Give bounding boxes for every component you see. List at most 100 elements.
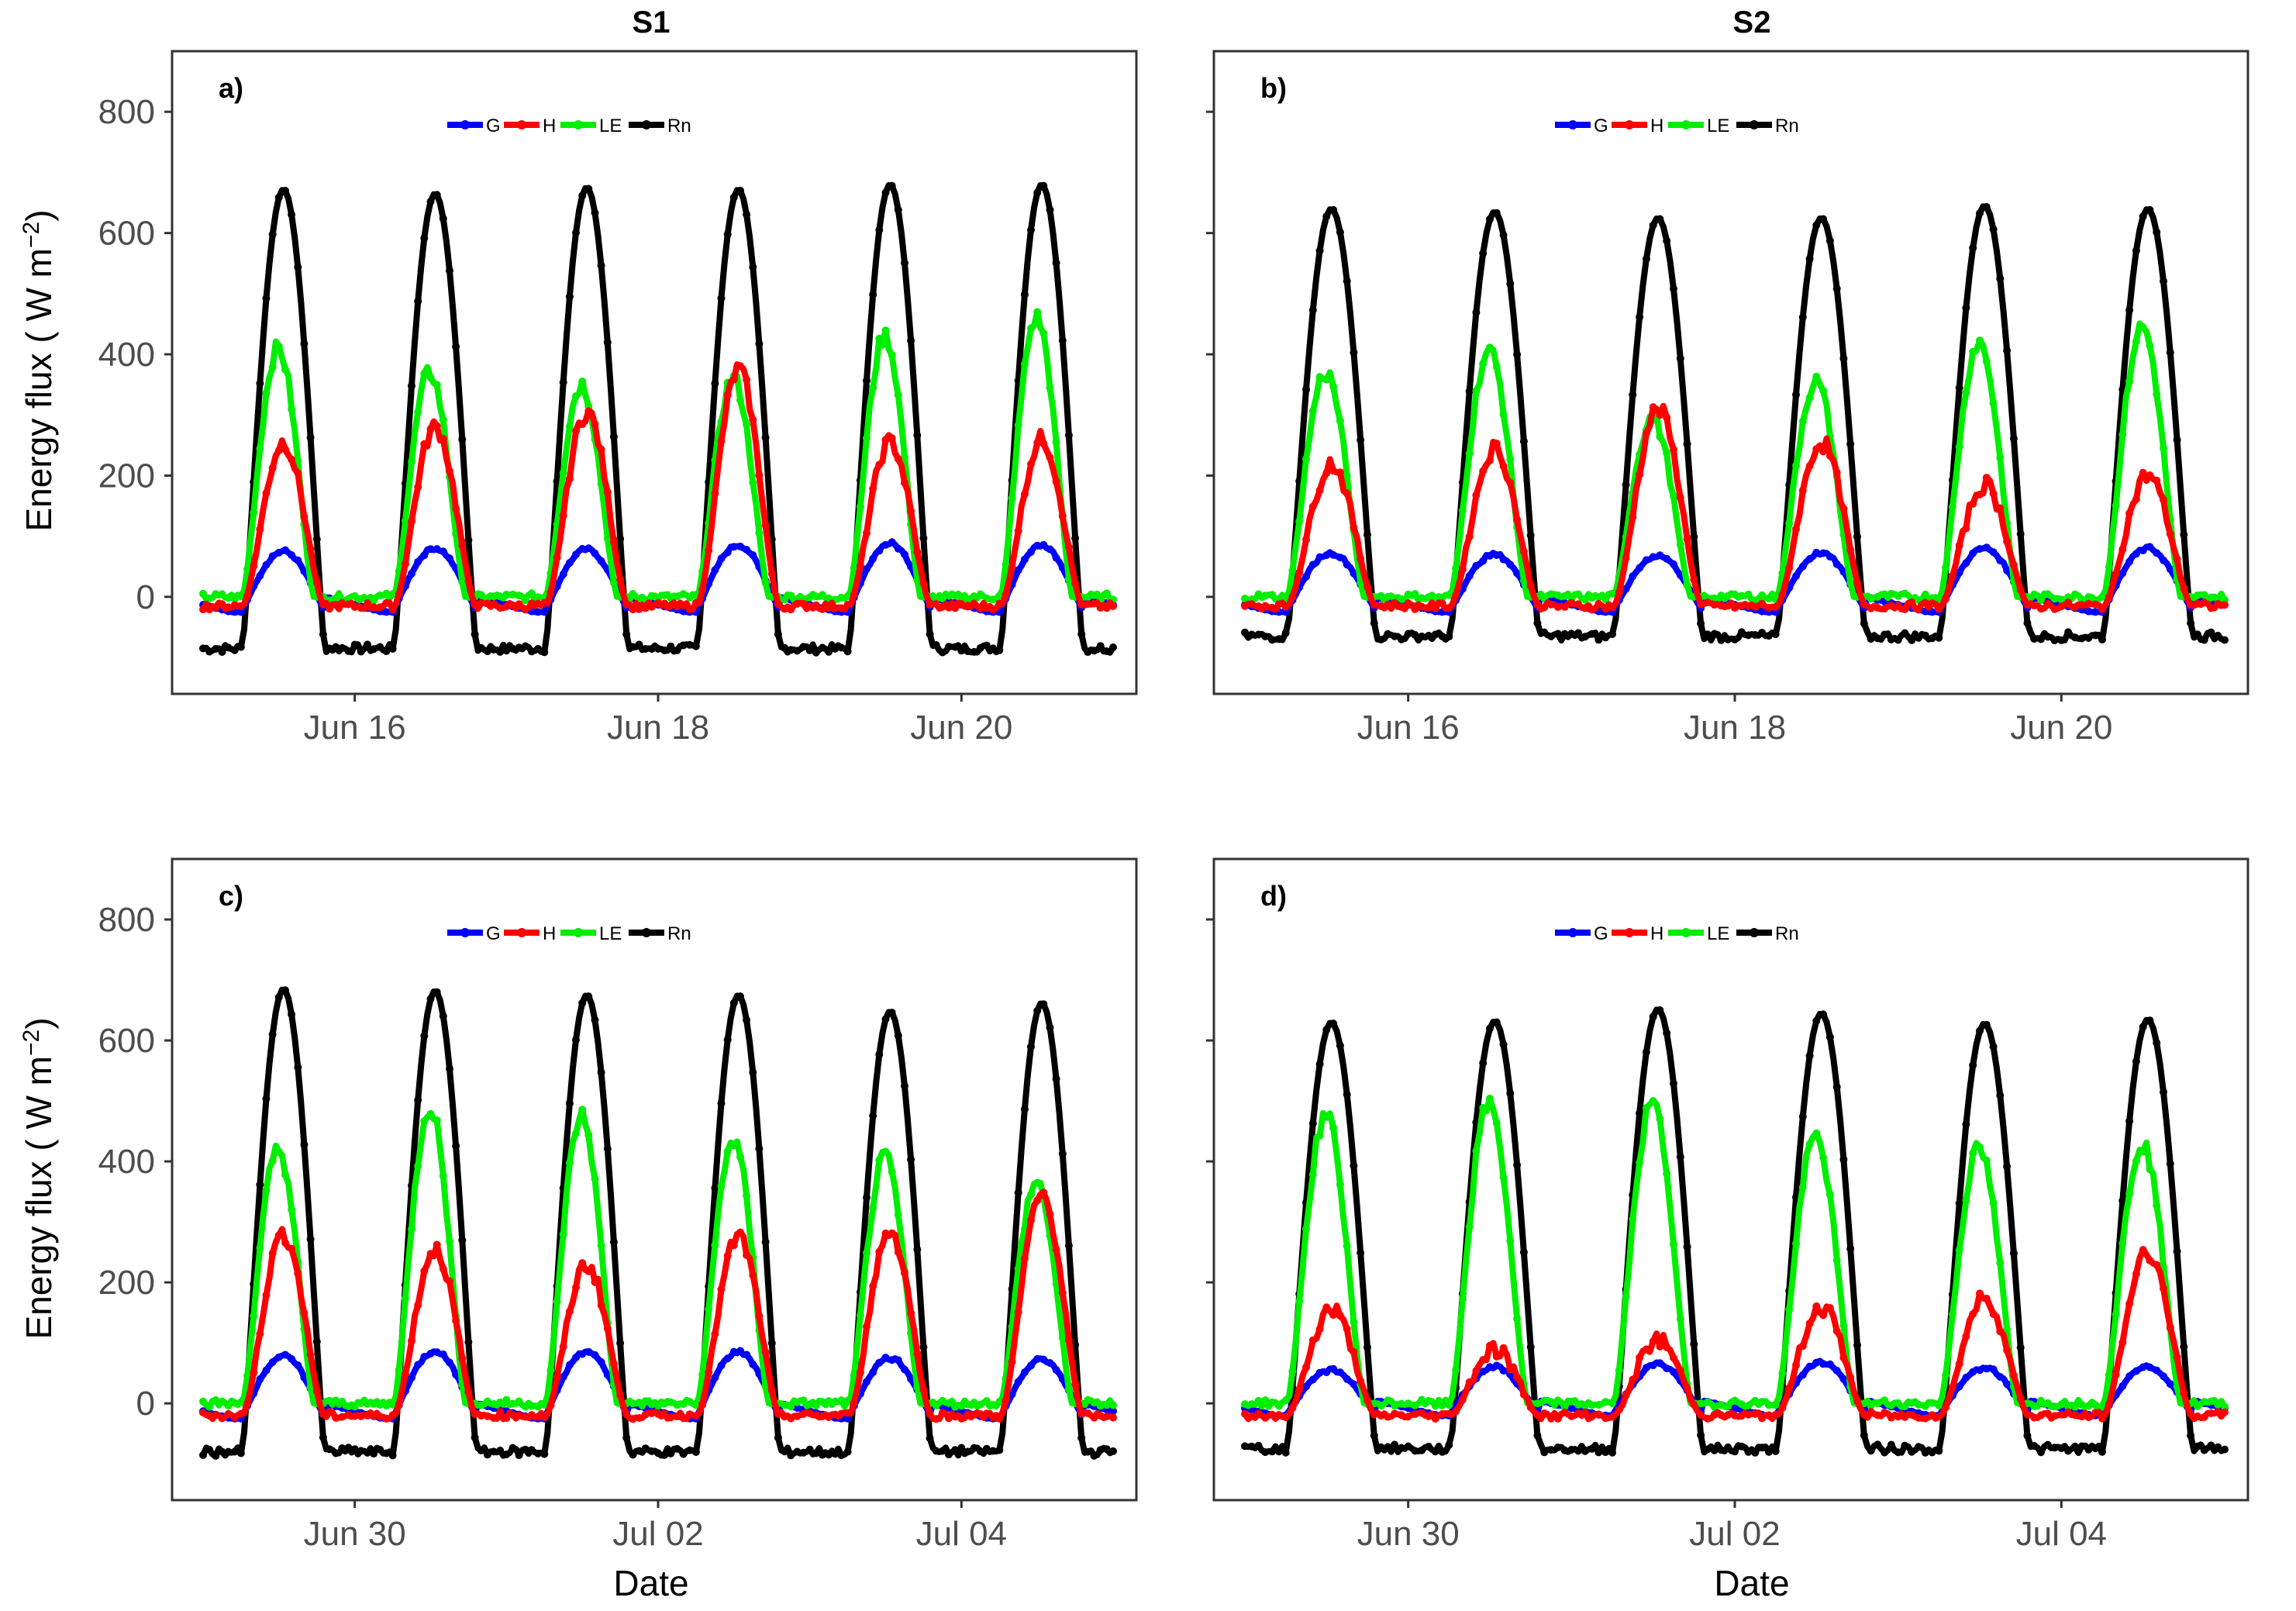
data-point-rn — [894, 1031, 902, 1040]
data-point-rn — [388, 644, 397, 653]
data-point-h — [1102, 604, 1111, 612]
data-point-h — [1452, 592, 1460, 599]
data-point-le — [559, 469, 567, 478]
data-point-le — [970, 1399, 978, 1407]
data-point-le — [401, 517, 409, 525]
data-point-rn — [691, 1448, 700, 1456]
data-point-rn — [1846, 440, 1855, 448]
data-point-g — [262, 1366, 271, 1375]
data-point-rn — [2166, 1160, 2174, 1168]
data-point-h — [2057, 1410, 2066, 1419]
data-point-le — [1254, 1396, 1263, 1405]
data-point-rn — [1764, 1447, 1773, 1456]
data-point-rn — [1391, 632, 1399, 640]
data-point-le — [1874, 1399, 1882, 1408]
data-point-g — [1329, 550, 1338, 559]
data-point-h — [1046, 1210, 1054, 1219]
data-point-h — [729, 1241, 738, 1250]
data-point-rn — [319, 630, 327, 639]
data-point-h — [679, 601, 688, 609]
data-point-g — [2146, 1363, 2154, 1371]
data-point-le — [1397, 1399, 1405, 1408]
data-point-h — [951, 604, 960, 612]
data-point-h — [1825, 451, 1834, 460]
data-point-g — [869, 554, 877, 563]
data-point-h — [1690, 575, 1698, 584]
data-point-rn — [1887, 636, 1895, 643]
data-point-le — [1996, 454, 2005, 462]
data-point-rn — [1090, 647, 1098, 655]
data-point-rn — [1710, 630, 1719, 638]
data-point-rn — [1962, 304, 1970, 312]
data-point-h — [1908, 599, 1916, 606]
data-point-h — [1588, 1413, 1596, 1421]
data-point-rn — [591, 1016, 599, 1024]
data-point-rn — [1798, 1113, 1807, 1121]
data-point-le — [1458, 1295, 1467, 1303]
data-point-rn — [863, 376, 870, 385]
data-point-g — [793, 1404, 802, 1413]
data-point-le — [743, 1192, 751, 1200]
data-point-le — [224, 594, 233, 602]
data-point-rn — [781, 1447, 789, 1456]
data-point-h — [616, 575, 625, 584]
data-point-h — [761, 1348, 770, 1357]
data-point-h — [1731, 1411, 1739, 1420]
data-point-h — [1343, 1325, 1351, 1333]
data-point-h — [603, 1324, 612, 1333]
data-point-h — [591, 420, 599, 429]
data-point-le — [1350, 1318, 1358, 1326]
data-point-h — [364, 599, 371, 608]
data-point-le — [1452, 1366, 1460, 1375]
data-point-h — [268, 464, 277, 472]
legend-label-h: H — [1650, 923, 1663, 944]
data-point-h — [256, 1330, 264, 1338]
data-point-rn — [218, 648, 226, 656]
data-point-h — [496, 604, 505, 612]
data-point-rn — [1683, 1243, 1691, 1251]
x-axis-title-right: Date — [1714, 1563, 1789, 1603]
data-point-h — [2214, 600, 2222, 608]
data-point-le — [1717, 1401, 1725, 1409]
data-point-h — [609, 538, 618, 546]
data-point-le — [2077, 595, 2086, 604]
data-point-h — [799, 1410, 808, 1418]
data-point-h — [584, 1267, 593, 1275]
data-point-rn — [408, 381, 415, 390]
data-point-le — [629, 590, 637, 598]
data-point-le — [553, 1298, 561, 1306]
data-point-le — [1948, 503, 1956, 511]
data-point-rn — [2214, 1443, 2222, 1451]
data-point-rn — [1096, 642, 1105, 650]
data-point-rn — [667, 1449, 675, 1457]
data-point-le — [527, 589, 536, 598]
data-point-h — [243, 592, 252, 600]
data-point-h — [2173, 1353, 2181, 1361]
data-point-rn — [1404, 630, 1412, 638]
data-point-rn — [2030, 1442, 2039, 1450]
data-point-rn — [1492, 1018, 1501, 1026]
data-point-h — [534, 1413, 543, 1421]
data-point-h — [439, 1264, 447, 1273]
data-point-le — [863, 1249, 870, 1257]
data-point-h — [344, 600, 353, 609]
data-point-rn — [875, 226, 884, 234]
data-point-h — [957, 600, 966, 609]
data-point-le — [1425, 1397, 1432, 1405]
data-point-h — [723, 1251, 732, 1260]
data-point-le — [1962, 1196, 1970, 1205]
data-point-le — [761, 1382, 770, 1391]
data-point-rn — [439, 1012, 447, 1020]
data-point-le — [1268, 591, 1277, 599]
data-point-le — [875, 1156, 884, 1164]
data-point-rn — [1731, 1447, 1739, 1456]
data-point-rn — [458, 1236, 467, 1244]
data-point-g — [1642, 556, 1650, 564]
data-point-h — [1594, 599, 1603, 608]
data-point-h — [667, 601, 675, 609]
data-point-rn — [647, 1447, 656, 1455]
data-point-h — [483, 599, 491, 608]
data-point-le — [2105, 1371, 2113, 1379]
data-point-le — [364, 1399, 371, 1408]
data-point-h — [508, 601, 517, 609]
